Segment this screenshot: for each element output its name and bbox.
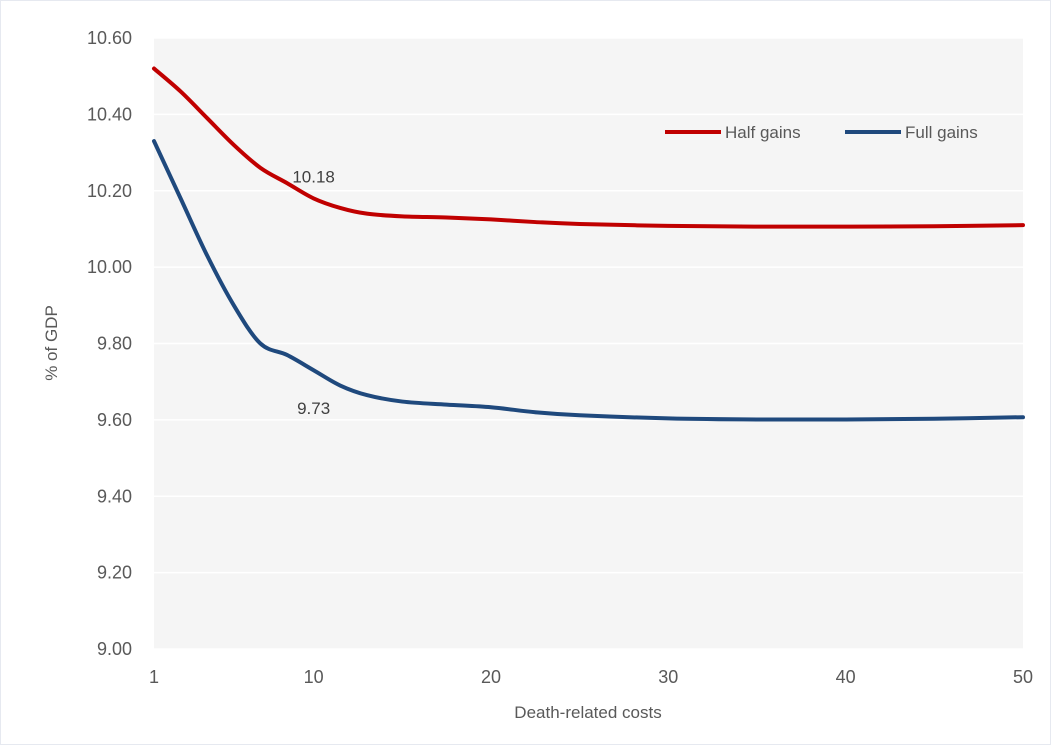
x-tick-label: 50 [1013, 667, 1033, 687]
series-line-full-gains [152, 139, 1025, 422]
y-tick-label: 9.80 [97, 334, 132, 354]
data-label: 10.18 [292, 167, 335, 186]
y-tick-label: 10.00 [87, 257, 132, 277]
y-tick-label: 10.60 [87, 28, 132, 48]
legend-label: Full gains [905, 123, 978, 142]
y-tick-label: 9.40 [97, 486, 132, 506]
series-line-half-gains [152, 66, 1025, 229]
data-label: 9.73 [297, 399, 330, 418]
y-tick-label: 10.20 [87, 181, 132, 201]
gridlines [154, 37, 1023, 650]
y-tick-label: 9.00 [97, 639, 132, 659]
x-tick-label: 40 [836, 667, 856, 687]
x-tick-label: 1 [149, 667, 159, 687]
x-tick-label: 20 [481, 667, 501, 687]
y-tick-labels: 9.00 9.20 9.40 9.60 9.80 10.00 10.20 10.40 10.60 [87, 28, 132, 659]
y-tick-label: 10.40 [87, 104, 132, 124]
y-tick-label: 9.60 [97, 410, 132, 430]
x-axis-title: Death-related costs [514, 703, 661, 722]
y-axis-title: % of GDP [42, 305, 61, 381]
series-lines [152, 66, 1025, 422]
x-tick-labels: 1 10 20 30 40 50 [149, 667, 1033, 687]
y-tick-label: 9.20 [97, 563, 132, 583]
legend: Half gains Full gains [665, 123, 978, 142]
data-labels: 10.18 9.73 [292, 167, 335, 418]
x-tick-label: 10 [304, 667, 324, 687]
x-tick-label: 30 [658, 667, 678, 687]
legend-label: Half gains [725, 123, 801, 142]
